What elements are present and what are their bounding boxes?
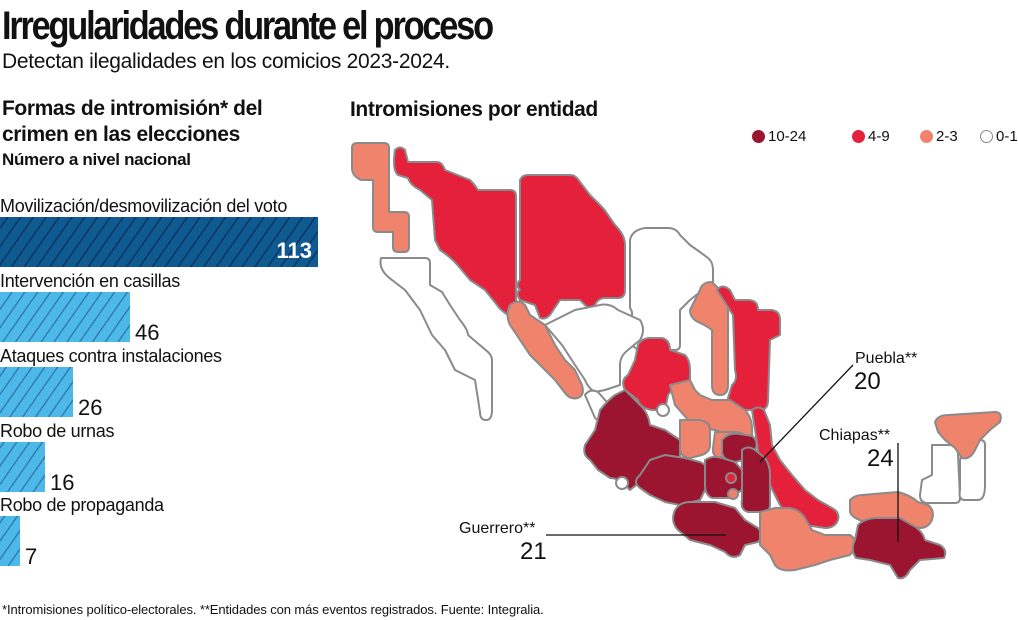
bar xyxy=(0,516,20,566)
mexico-tile-map xyxy=(351,142,1002,580)
state-cdmx xyxy=(725,472,737,484)
legend-item: 0-1 xyxy=(980,128,1018,145)
callout-puebla-value: 20 xyxy=(854,368,881,395)
callout-guerrero-name: Guerrero** xyxy=(459,520,536,537)
state-baja-california xyxy=(351,142,410,253)
bar-value: 7 xyxy=(25,544,38,569)
bar-chart-subtitle: Número a nivel nacional xyxy=(2,150,191,169)
state-durango xyxy=(544,303,644,393)
callout-chiapas-name: Chiapas** xyxy=(819,427,891,444)
bar xyxy=(0,367,73,417)
state-sinaloa xyxy=(506,300,584,400)
legend-dot-icon xyxy=(852,130,865,143)
bar-label: Ataques contra instalaciones xyxy=(0,346,222,366)
legend-item: 2-3 xyxy=(920,128,958,145)
page-title: Irregularidades durante el proceso xyxy=(2,4,494,48)
legend-item: 4-9 xyxy=(852,128,890,145)
bar-value: 113 xyxy=(276,238,313,263)
legend-item: 10-24 xyxy=(752,128,806,145)
state-morelos xyxy=(727,488,739,500)
bar-item: Robo de propaganda 7 xyxy=(0,494,164,569)
bar-value: 26 xyxy=(78,395,103,420)
legend-label: 2-3 xyxy=(936,128,958,145)
puebla-callout-line xyxy=(759,364,854,463)
state-chiapas xyxy=(851,517,947,580)
bar xyxy=(0,442,45,492)
page-subtitle: Detectan ilegalidades en los comicios 20… xyxy=(2,50,450,73)
callout-puebla-name: Puebla** xyxy=(855,350,918,367)
bar: 113 xyxy=(0,217,318,267)
state-tamaulipas xyxy=(716,285,781,411)
bar-label: Robo de propaganda xyxy=(0,495,164,515)
map-title: Intromisiones por entidad xyxy=(350,98,598,121)
state-campeche xyxy=(919,444,961,504)
legend-label: 10-24 xyxy=(768,128,807,145)
state-guanajuato xyxy=(679,419,711,459)
state-baja-california-sur xyxy=(379,257,493,421)
bar-label: Movilización/desmovilización del voto xyxy=(0,196,288,216)
state-colima xyxy=(615,476,629,490)
bar-item: Movilización/desmovilización del voto 11… xyxy=(0,195,318,267)
bar-item: Robo de urnas 16 xyxy=(0,420,115,495)
callout-chiapas-value: 24 xyxy=(867,445,894,472)
state-michoacan xyxy=(635,454,709,506)
legend-dot-icon xyxy=(752,130,765,143)
bar-value: 16 xyxy=(50,470,75,495)
bar-item: Ataques contra instalaciones 26 xyxy=(0,345,222,420)
legend-dot-icon xyxy=(980,130,993,143)
state-puebla xyxy=(740,446,771,513)
callout-guerrero-value: 21 xyxy=(520,538,547,565)
legend-label: 4-9 xyxy=(868,128,890,145)
legend-label: 0-1 xyxy=(996,128,1018,145)
state-aguascalientes xyxy=(656,403,670,417)
state-guerrero xyxy=(672,501,763,558)
footnote: *Intromisiones político-electorales. **E… xyxy=(2,602,544,617)
state-yucatan xyxy=(934,411,1002,460)
bar xyxy=(0,292,130,342)
legend-dot-icon xyxy=(920,130,933,143)
state-san-luis-potosi xyxy=(669,379,753,439)
bar-label: Intervención en casillas xyxy=(0,271,180,291)
bar-label: Robo de urnas xyxy=(0,421,115,441)
bar-value: 46 xyxy=(135,320,160,345)
state-chihuahua xyxy=(516,174,626,320)
state-zacatecas xyxy=(622,337,691,411)
bar-item: Intervención en casillas 46 xyxy=(0,270,180,345)
state-nuevo-leon xyxy=(689,281,729,396)
bar-chart-title: Formas de intromisión* del crimen en las… xyxy=(2,97,263,146)
